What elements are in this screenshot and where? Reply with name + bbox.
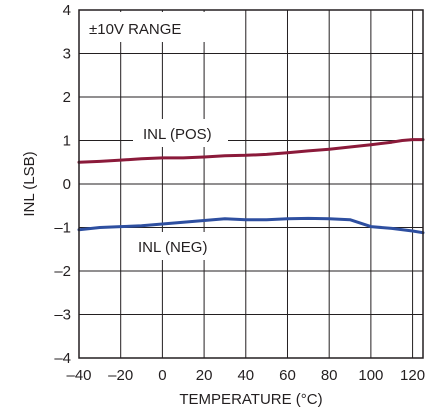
- x-tick-label: 0: [158, 367, 166, 384]
- series-label-neg: INL (NEG): [138, 239, 207, 256]
- series-line-pos: [77, 138, 425, 164]
- range-label-box: [80, 12, 207, 42]
- x-tick-label: –40: [66, 367, 91, 384]
- x-tick-label: 120: [400, 367, 425, 384]
- y-tick-label: –4: [54, 350, 71, 367]
- pos-label-box: [133, 119, 228, 147]
- range-annotation: ±10V RANGE: [89, 21, 181, 38]
- x-tick-label: 100: [358, 367, 383, 384]
- y-axis-title: INL (LSB): [21, 151, 38, 216]
- y-tick-label: –3: [54, 307, 71, 324]
- y-tick-label: 4: [63, 2, 71, 19]
- series-label-pos: INL (POS): [143, 126, 212, 143]
- series-lines: [77, 138, 425, 235]
- x-tick-label: –20: [108, 367, 133, 384]
- x-tick-labels: –40 –20 0 20 40 60 80 100 120: [66, 367, 425, 384]
- x-tick-label: 20: [196, 367, 213, 384]
- neg-label-box: [129, 232, 227, 260]
- series-line-neg: [77, 216, 425, 235]
- y-tick-label: 2: [63, 89, 71, 106]
- x-tick-label: 80: [321, 367, 338, 384]
- grid: [78, 9, 423, 359]
- x-tick-label: 40: [237, 367, 254, 384]
- plot-frame: [78, 9, 424, 359]
- y-tick-label: 0: [63, 176, 71, 193]
- y-tick-label: –1: [54, 220, 71, 237]
- x-tick-label: 60: [279, 367, 296, 384]
- y-tick-label: 3: [63, 46, 71, 63]
- y-tick-labels: –4 –3 –2 –1 0 1 2 3 4: [54, 2, 71, 367]
- x-axis-title: TEMPERATURE (°C): [179, 391, 322, 408]
- y-tick-label: –2: [54, 263, 71, 280]
- y-tick-label: 1: [63, 133, 71, 150]
